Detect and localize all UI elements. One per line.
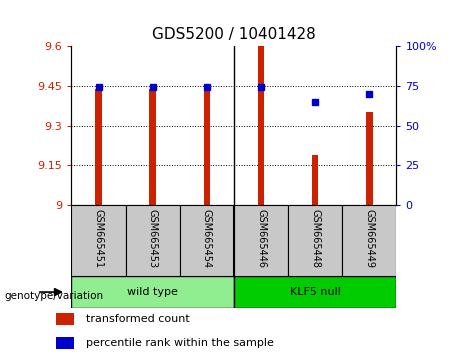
- Bar: [312, 155, 319, 205]
- Text: GSM665446: GSM665446: [256, 209, 266, 268]
- Text: genotype/variation: genotype/variation: [5, 291, 104, 301]
- Title: GDS5200 / 10401428: GDS5200 / 10401428: [152, 27, 316, 42]
- Bar: [234, 205, 288, 276]
- Bar: [149, 88, 156, 205]
- Text: transformed count: transformed count: [85, 314, 189, 324]
- Bar: [204, 86, 210, 205]
- Text: GSM665451: GSM665451: [94, 209, 104, 268]
- Text: GSM665449: GSM665449: [364, 209, 374, 268]
- Text: GSM665453: GSM665453: [148, 209, 158, 268]
- Text: wild type: wild type: [127, 287, 178, 297]
- Bar: [180, 205, 234, 276]
- Bar: [71, 276, 234, 308]
- Text: percentile rank within the sample: percentile rank within the sample: [85, 338, 273, 348]
- Bar: [56, 337, 74, 349]
- Bar: [125, 205, 180, 276]
- Bar: [234, 276, 396, 308]
- Text: GSM665454: GSM665454: [202, 209, 212, 268]
- Text: KLF5 null: KLF5 null: [290, 287, 341, 297]
- Text: GSM665448: GSM665448: [310, 209, 320, 268]
- Bar: [95, 88, 102, 205]
- Bar: [56, 313, 74, 325]
- Bar: [258, 46, 264, 205]
- Bar: [288, 205, 342, 276]
- Bar: [366, 113, 372, 205]
- Bar: [71, 205, 125, 276]
- Bar: [342, 205, 396, 276]
